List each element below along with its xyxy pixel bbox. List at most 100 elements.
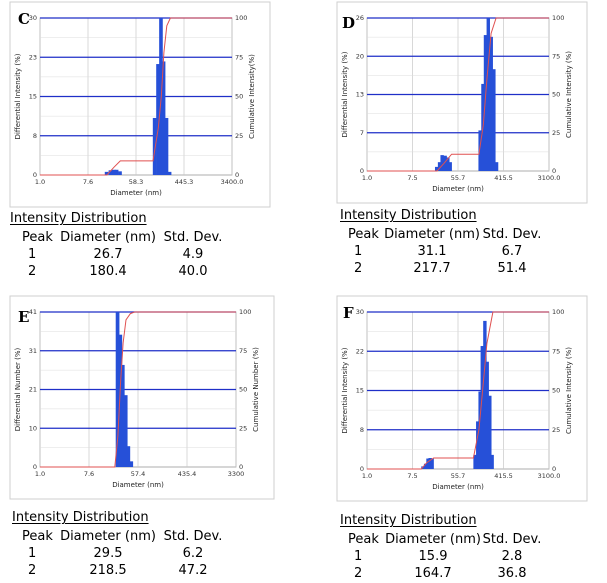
y-left-tick-label: 21 (29, 386, 37, 394)
x-tick-label: 55.7 (451, 472, 465, 480)
table-cell: 36.8 (497, 566, 527, 581)
y-left-tick-label: 22 (356, 347, 364, 355)
distribution-title: Intensity Distribution (340, 513, 477, 528)
histogram-bar (108, 170, 113, 175)
chart-frame (9, 1, 271, 208)
x-tick-label: 445.3 (175, 178, 194, 186)
chart: 1.0 7.5 55.7 415.5 3100.0081522300255075100D… (336, 295, 588, 502)
table-cell: 1 (28, 546, 37, 561)
histogram-bar (164, 117, 169, 175)
y-left-tick-label: 0 (360, 167, 364, 175)
y-axis-label-right: Cumulative Intensity (%) (565, 347, 573, 434)
table-cell: 51.4 (497, 261, 527, 276)
y-right-tick-label: 75 (552, 347, 560, 355)
histogram-bar (156, 64, 160, 175)
table-header-cell: Diameter (nm) (384, 227, 480, 242)
cumulative-line (40, 17, 232, 176)
y-left-tick-label: 0 (33, 171, 37, 179)
histogram-bar (488, 395, 492, 469)
table-header-cell: Std. Dev. (482, 532, 542, 547)
histogram-bar (118, 334, 123, 467)
x-axis-label: Diameter (nm) (432, 185, 484, 193)
y-axis-label-right: Cumulative Intensity(%) (248, 54, 256, 139)
y-left-tick-label: 15 (29, 93, 37, 101)
table-cell: 2 (28, 563, 37, 578)
table-header-cell: Diameter (nm) (60, 230, 156, 245)
histogram-bar (114, 169, 119, 175)
table-cell: 1 (354, 549, 363, 564)
distribution-table: Peak Diameter (nm) Std. Dev. 1 26.7 4.9 2 180.4… (0, 230, 300, 290)
distribution-table: Peak Diameter (nm) Std. Dev. 1 15.9 2.8 2 164.7… (300, 532, 607, 583)
x-tick-label: 3400.0 (221, 178, 244, 186)
y-right-tick-label: 100 (235, 14, 247, 22)
histogram-bar (434, 166, 439, 171)
x-tick-label: 415.5 (494, 472, 513, 480)
histogram-bar (437, 162, 442, 171)
y-left-tick-label: 10 (29, 424, 37, 432)
histogram-bar (492, 69, 496, 171)
y-left-tick-label: 30 (356, 308, 364, 316)
x-tick-label: 55.7 (451, 174, 465, 182)
histogram-bar (446, 157, 450, 171)
histogram-bar (152, 117, 157, 175)
histogram-bar (494, 162, 499, 171)
distribution-table: Peak Diameter (nm) Std. Dev. 1 29.5 6.2 2 218.5… (0, 529, 300, 583)
x-tick-label: 435.4 (178, 470, 197, 478)
histogram-bar (115, 312, 120, 467)
y-right-tick-label: 75 (239, 347, 247, 355)
distribution-title: Intensity Distribution (10, 211, 147, 226)
histogram-bar (478, 391, 482, 469)
table-cell: 40.0 (178, 264, 208, 279)
chart: 1.0 7.6 57.4 435.4 33000102131410255075100Di… (9, 295, 275, 500)
y-right-tick-label: 100 (552, 14, 564, 22)
histogram-bar (448, 162, 452, 171)
y-left-tick-label: 26 (356, 14, 364, 22)
histogram-bar (480, 346, 484, 469)
y-left-tick-label: 31 (29, 347, 37, 355)
histogram-bar (478, 130, 482, 171)
table-cell: 15.9 (418, 549, 448, 564)
histogram-bar (430, 458, 434, 469)
y-right-tick-label: 0 (552, 465, 556, 473)
table-cell: 2 (354, 566, 363, 581)
histogram-bar (118, 171, 122, 175)
table-header-cell: Diameter (nm) (60, 529, 156, 544)
histogram-bar (440, 155, 444, 171)
y-right-tick-label: 0 (552, 167, 556, 175)
table-cell: 6.2 (182, 546, 204, 561)
x-tick-label: 7.6 (84, 470, 94, 478)
table-cell: 1 (354, 244, 363, 259)
y-axis-label-left: Differential Intensity (%) (341, 51, 349, 137)
x-axis-label: Diameter (nm) (112, 481, 164, 489)
y-right-tick-label: 75 (552, 52, 560, 60)
x-tick-label: 3100.0 (538, 174, 561, 182)
y-left-tick-label: 23 (29, 53, 37, 61)
table-cell: 2 (28, 264, 37, 279)
x-tick-label: 7.6 (83, 178, 93, 186)
x-tick-label: 7.5 (407, 472, 417, 480)
table-cell: 29.5 (93, 546, 123, 561)
y-right-tick-label: 0 (239, 463, 243, 471)
chart-frame (336, 295, 588, 502)
histogram-bar (486, 18, 490, 171)
x-tick-label: 415.5 (494, 174, 513, 182)
cumulative-line (367, 311, 549, 470)
table-cell: 180.4 (89, 264, 127, 279)
x-axis-label: Diameter (nm) (110, 189, 162, 197)
y-right-tick-label: 100 (552, 308, 564, 316)
y-left-tick-label: 13 (356, 91, 364, 99)
histogram-bar (123, 395, 128, 467)
x-tick-label: 3300 (228, 470, 245, 478)
x-tick-label: 3100.0 (538, 472, 561, 480)
table-cell: 1 (28, 247, 37, 262)
histogram-bar (483, 320, 487, 469)
table-cell: 164.7 (414, 566, 452, 581)
y-right-tick-label: 100 (239, 308, 251, 316)
distribution-title: Intensity Distribution (12, 510, 149, 525)
panel-letter: E (18, 308, 30, 326)
y-left-tick-label: 0 (33, 463, 37, 471)
x-tick-label: 1.0 (362, 472, 372, 480)
y-axis-label-left: Differential Number (%) (14, 347, 22, 431)
histogram-bar (489, 36, 493, 172)
table-cell: 218.5 (89, 563, 127, 578)
